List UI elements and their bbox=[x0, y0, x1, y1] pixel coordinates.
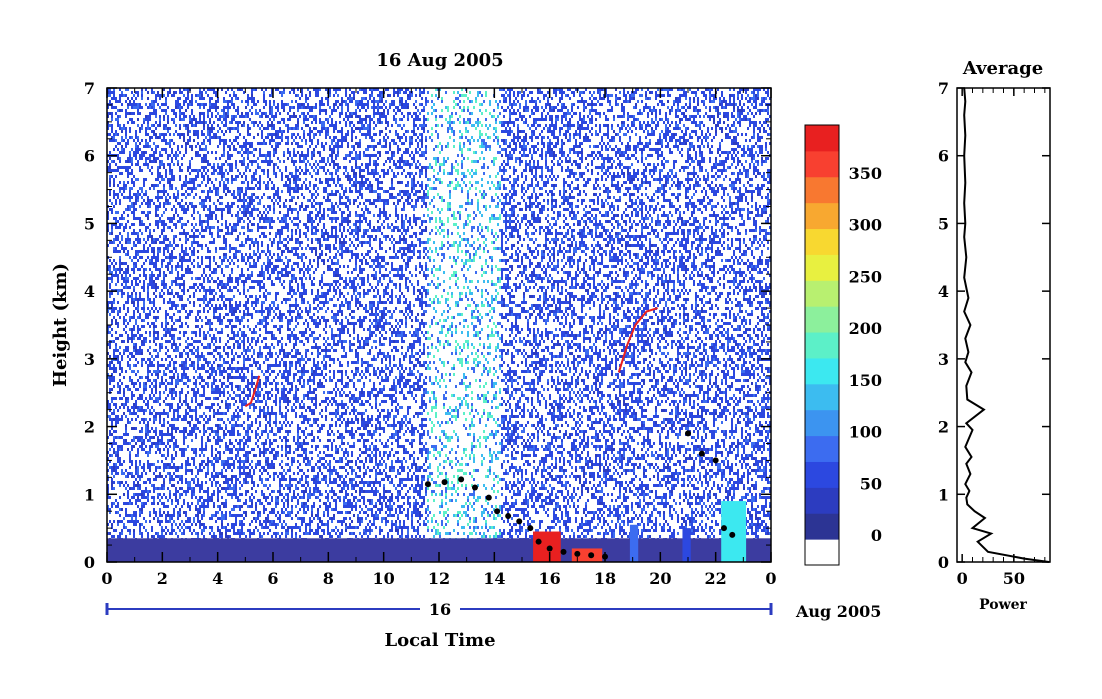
hot-spot bbox=[533, 531, 561, 562]
y-tick-label: 6 bbox=[84, 147, 95, 166]
colorbar-swatch bbox=[805, 125, 839, 152]
colorbar-swatch bbox=[805, 306, 839, 333]
x-tick-label: 20 bbox=[649, 569, 671, 588]
black-trace-point bbox=[458, 476, 465, 483]
avg-y-tick-label: 0 bbox=[938, 553, 949, 572]
avg-y-tick-label: 3 bbox=[938, 350, 949, 369]
black-trace-point bbox=[535, 538, 542, 545]
date-axis: 16 Aug 2005 bbox=[105, 600, 881, 621]
x-tick-label: 14 bbox=[483, 569, 505, 588]
x-tick-label: 16 bbox=[539, 569, 561, 588]
colorbar-swatch bbox=[805, 332, 839, 359]
colorbar-swatch bbox=[805, 487, 839, 514]
colorbar-swatch bbox=[805, 202, 839, 230]
avg-x-tick-label: 0 bbox=[957, 569, 968, 588]
avg-y-tick-label: 1 bbox=[938, 485, 949, 504]
y-tick-label: 4 bbox=[84, 282, 95, 301]
colorbar-swatch bbox=[805, 357, 839, 385]
avg-y-tick-label: 5 bbox=[938, 214, 949, 233]
date-day-label: 16 bbox=[429, 600, 451, 619]
black-trace-point bbox=[698, 450, 705, 457]
avg-y-tick-label: 2 bbox=[938, 418, 949, 437]
colorbar-swatch bbox=[805, 461, 839, 488]
echo-column bbox=[629, 524, 639, 562]
black-trace-point bbox=[574, 550, 581, 557]
avg-y-tick-label: 7 bbox=[938, 79, 949, 98]
colorbar-label: 0 bbox=[871, 526, 882, 545]
y-axis-label: Height (km) bbox=[50, 263, 71, 387]
average-x-label: Power bbox=[979, 597, 1027, 613]
colorbar-swatch bbox=[805, 435, 839, 462]
colorbar: 0 50 100 150 200 250 300 350 bbox=[804, 124, 882, 566]
avg-y-tick-label: 4 bbox=[938, 282, 949, 301]
average-axis-ticks: 0 1 2 3 4 5 6 7 0 50 bbox=[938, 79, 1050, 588]
average-panel: Average 0 1 2 3 4 5 6 7 0 50 Power bbox=[938, 58, 1051, 613]
black-trace-point bbox=[527, 525, 534, 532]
colorbar-swatch bbox=[805, 409, 839, 437]
colorbar-swatch bbox=[805, 383, 839, 411]
y-tick-label: 7 bbox=[84, 79, 95, 98]
heatmap-cells bbox=[107, 88, 771, 562]
colorbar-label: 350 bbox=[849, 164, 882, 183]
y-tick-label: 0 bbox=[84, 553, 95, 572]
avg-x-tick-label: 50 bbox=[1003, 569, 1025, 588]
black-trace-point bbox=[516, 518, 523, 525]
x-tick-label: 10 bbox=[373, 569, 395, 588]
colorbar-swatches bbox=[805, 125, 839, 566]
echo-column bbox=[721, 501, 747, 562]
date-month-label: Aug 2005 bbox=[795, 602, 881, 621]
x-tick-label: 0 bbox=[101, 569, 112, 588]
colorbar-swatch bbox=[805, 539, 839, 566]
colorbar-swatch bbox=[805, 176, 839, 204]
black-trace-point bbox=[588, 552, 595, 559]
black-trace-point bbox=[471, 484, 478, 491]
black-trace-point bbox=[494, 508, 501, 515]
black-trace-point bbox=[505, 512, 512, 519]
black-trace-point bbox=[546, 545, 553, 552]
black-trace-point bbox=[424, 481, 431, 488]
x-tick-label: 6 bbox=[267, 569, 278, 588]
red-trace bbox=[244, 307, 658, 408]
x-tick-label: 4 bbox=[212, 569, 223, 588]
colorbar-label: 200 bbox=[849, 319, 882, 338]
y-tick-label: 3 bbox=[84, 350, 95, 369]
x-tick-label: 2 bbox=[157, 569, 168, 588]
black-trace-point bbox=[685, 430, 691, 437]
x-axis-label: Local Time bbox=[384, 630, 495, 651]
colorbar-label: 250 bbox=[849, 267, 882, 286]
y-tick-label: 2 bbox=[84, 418, 95, 437]
colorbar-frame bbox=[804, 124, 840, 566]
colorbar-swatch bbox=[805, 280, 839, 307]
colorbar-swatch bbox=[805, 150, 839, 178]
colorbar-label: 50 bbox=[860, 474, 882, 493]
x-tick-label: 0 bbox=[765, 569, 776, 588]
x-tick-label: 12 bbox=[428, 569, 450, 588]
average-title: Average bbox=[962, 58, 1043, 79]
black-trace-point bbox=[485, 494, 492, 501]
colorbar-label: 150 bbox=[849, 371, 882, 390]
y-tick-label: 5 bbox=[84, 214, 95, 233]
black-trace-point bbox=[560, 548, 567, 555]
x-tick-label: 22 bbox=[705, 569, 727, 588]
avg-y-tick-label: 6 bbox=[938, 147, 949, 166]
colorbar-swatch bbox=[805, 513, 839, 540]
colorbar-swatch bbox=[805, 254, 839, 281]
black-trace-point bbox=[712, 457, 719, 464]
average-profile-line bbox=[963, 87, 1050, 563]
black-trace-point bbox=[729, 531, 736, 538]
echo-column bbox=[682, 528, 691, 562]
black-trace-point bbox=[720, 525, 727, 532]
colorbar-label: 100 bbox=[849, 423, 882, 442]
x-tick-label: 8 bbox=[323, 569, 334, 588]
chart-title: 16 Aug 2005 bbox=[376, 50, 503, 71]
black-trace-point bbox=[441, 479, 448, 486]
colorbar-label: 300 bbox=[849, 216, 882, 235]
x-tick-label: 18 bbox=[594, 569, 616, 588]
colorbar-swatch bbox=[805, 228, 839, 255]
y-tick-label: 1 bbox=[84, 485, 95, 504]
colorbar-labels: 0 50 100 150 200 250 300 350 bbox=[849, 164, 882, 545]
